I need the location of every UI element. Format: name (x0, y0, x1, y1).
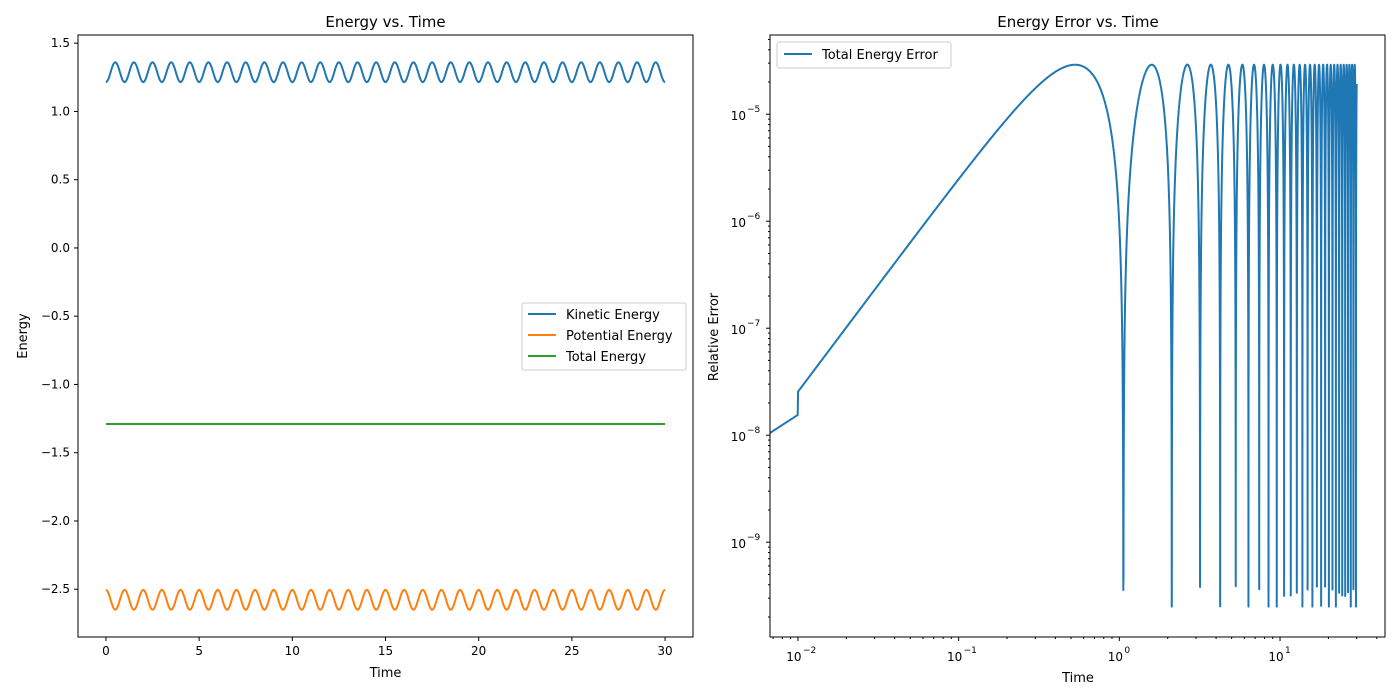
energy-error-vs-time-chart: Energy Error vs. Time 10 −2 10 −1 10 0 10 1 10−… (707, 13, 1386, 686)
kinetic-energy-line (105, 61, 666, 84)
chart2-y-tick-label: 10 (731, 216, 746, 230)
chart2-y-tick-exponent: −9 (747, 533, 761, 543)
chart2-x-label: Time (1061, 671, 1094, 686)
legend-total-label: Total Energy (565, 350, 646, 365)
chart2-y-tick-exponent: −5 (747, 105, 760, 115)
chart2-x-tick-label: 10 (947, 650, 962, 664)
total-energy-error-line (770, 63, 1358, 608)
chart1-x-tick-label: 25 (564, 644, 579, 658)
chart1-x-tick-label: 10 (285, 644, 300, 658)
chart1-x-ticks: 0 5 10 15 20 25 30 (102, 637, 673, 658)
legend-potential-label: Potential Energy (566, 329, 673, 344)
chart2-y-tick-label: 10 (731, 537, 746, 551)
chart2-y-ticks: 10−510−610−710−810−9 (731, 38, 770, 618)
chart1-x-tick-label: 30 (657, 644, 672, 658)
chart1-legend-box (521, 302, 687, 371)
chart1-y-tick-label: 1.0 (51, 104, 70, 118)
chart1-plot-area (105, 61, 666, 611)
chart1-y-tick-label: −0.5 (41, 309, 70, 323)
chart2-x-tick-exponent: −2 (803, 646, 816, 656)
chart2-legend-box (776, 41, 952, 69)
chart1-y-tick-label: 0.0 (51, 241, 70, 255)
chart2-axes-frame (769, 34, 1386, 638)
chart1-legend: Kinetic Energy Potential Energy Total En… (521, 302, 687, 371)
chart2-x-tick-exponent: −1 (964, 646, 977, 656)
chart2-legend: Total Energy Error (776, 41, 952, 69)
chart2-y-tick-exponent: −7 (747, 319, 760, 329)
chart2-y-tick-exponent: −8 (747, 426, 761, 436)
chart1-y-tick-label: −2.5 (41, 582, 70, 596)
chart1-x-label: Time (369, 666, 402, 681)
legend-error-label: Total Energy Error (821, 48, 938, 63)
chart2-x-tick-label: 10 (786, 650, 801, 664)
chart2-y-tick-exponent: −6 (747, 212, 761, 222)
chart1-x-tick-label: 0 (102, 644, 110, 658)
chart1-x-tick-label: 15 (378, 644, 393, 658)
chart2-x-ticks: 10 −2 10 −1 10 0 10 1 (772, 637, 1378, 664)
chart1-y-tick-label: 0.5 (51, 173, 70, 187)
chart1-title: Energy vs. Time (325, 13, 445, 31)
chart1-y-ticks: 1.5 1.0 0.5 0.0 −0.5 −1.0 −1.5 −2.0 −2.5 (41, 36, 78, 596)
chart2-y-tick-label: 10 (731, 323, 746, 337)
chart2-x-tick-label: 10 (1268, 650, 1283, 664)
potential-energy-line (105, 588, 666, 611)
chart1-x-tick-label: 20 (471, 644, 486, 658)
energy-vs-time-chart: Energy vs. Time 0 5 10 15 20 25 30 1.5 1.0 0.5 0.… (16, 13, 694, 681)
chart2-y-tick-label: 10 (731, 109, 746, 123)
chart2-x-tick-exponent: 1 (1285, 646, 1291, 656)
chart2-plot-area (770, 63, 1358, 608)
chart1-y-tick-label: −1.0 (41, 377, 70, 391)
chart2-x-tick-exponent: 0 (1124, 646, 1130, 656)
legend-kinetic-label: Kinetic Energy (566, 308, 660, 323)
chart2-x-tick-label: 10 (1108, 650, 1123, 664)
chart2-y-label: Relative Error (707, 292, 722, 381)
chart1-y-label: Energy (16, 313, 31, 359)
chart1-y-tick-label: −2.0 (41, 514, 70, 528)
chart1-y-tick-label: 1.5 (51, 36, 70, 50)
chart1-y-tick-label: −1.5 (41, 446, 70, 460)
chart2-y-tick-label: 10 (731, 430, 746, 444)
chart1-x-tick-label: 5 (195, 644, 203, 658)
chart2-title: Energy Error vs. Time (997, 13, 1159, 31)
